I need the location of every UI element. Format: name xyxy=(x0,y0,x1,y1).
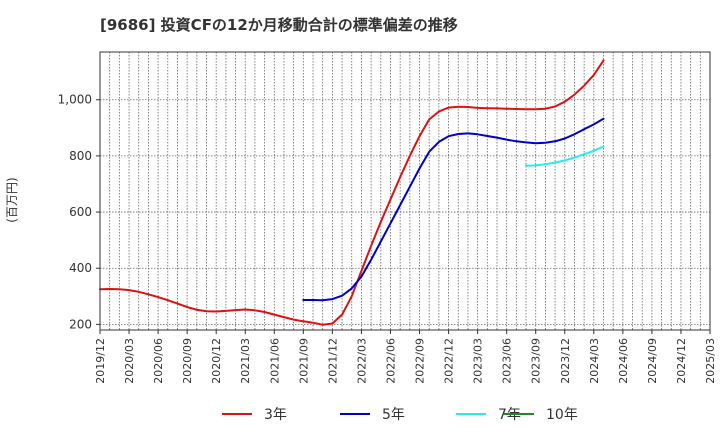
x-tick-label: 2019/12 xyxy=(94,338,107,384)
legend-label: 3年 xyxy=(264,407,287,423)
y-axis-label: (百万円) xyxy=(5,177,19,222)
x-tick-label: 2023/06 xyxy=(501,338,514,384)
x-axis: 2019/12 2020/03 2020/06 2020/09 2020/12 2021/… xyxy=(94,330,717,384)
legend-label: 5年 xyxy=(382,407,405,423)
x-tick-label: 2020/06 xyxy=(152,338,165,384)
x-tick-label: 2024/09 xyxy=(646,338,659,384)
x-tick-label: 2024/12 xyxy=(675,338,688,384)
x-tick-label: 2023/09 xyxy=(530,338,543,384)
x-tick-label: 2022/12 xyxy=(443,338,456,384)
x-tick-label: 2023/03 xyxy=(472,338,485,384)
x-tick-label: 2022/06 xyxy=(384,338,397,384)
x-tick-label: 2024/03 xyxy=(588,338,601,384)
x-tick-label: 2020/03 xyxy=(123,338,136,384)
y-tick-label: 600 xyxy=(69,205,92,219)
y-tick-label: 200 xyxy=(69,317,92,331)
x-tick-label: 2022/03 xyxy=(355,338,368,384)
legend-label: 10年 xyxy=(546,407,578,423)
x-tick-label: 2021/03 xyxy=(239,338,252,384)
y-tick-label: 400 xyxy=(69,261,92,275)
legend-item-2: 5年 xyxy=(340,407,405,423)
legend: 3年5年7年10年 xyxy=(222,407,578,423)
grid-lines xyxy=(99,52,711,330)
chart-title: [9686] 投資CFの12か月移動合計の標準偏差の推移 xyxy=(100,16,458,34)
series-lines xyxy=(99,59,605,326)
series-line-2 xyxy=(302,117,605,302)
series-line-1 xyxy=(99,59,605,326)
y-axis: 200 400 600 800 1,000 xyxy=(58,93,100,331)
legend-item-4: 10年 xyxy=(504,407,578,423)
x-tick-label: 2020/12 xyxy=(210,338,223,384)
x-tick-label: 2023/12 xyxy=(559,338,572,384)
x-tick-label: 2021/06 xyxy=(268,338,281,384)
legend-item-1: 3年 xyxy=(222,407,287,423)
x-tick-label: 2024/06 xyxy=(617,338,630,384)
y-tick-label: 1,000 xyxy=(58,93,92,107)
x-tick-label: 2021/12 xyxy=(326,338,339,384)
x-tick-label: 2021/09 xyxy=(297,338,310,384)
x-tick-label: 2020/09 xyxy=(181,338,194,384)
x-tick-label: 2025/03 xyxy=(704,338,717,384)
series-line-3 xyxy=(525,145,605,167)
y-tick-label: 800 xyxy=(69,149,92,163)
plot-background xyxy=(100,52,710,330)
x-tick-label: 2022/09 xyxy=(414,338,427,384)
plot-frame xyxy=(99,51,711,331)
